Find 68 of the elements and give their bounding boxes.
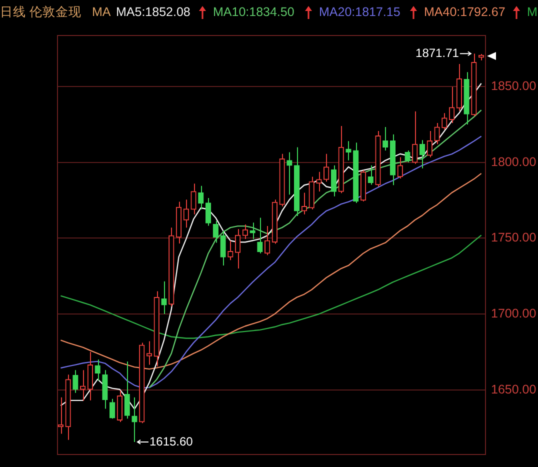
candlestick [102, 370, 108, 410]
text: MA5:1852.08 [116, 5, 190, 20]
candlestick [176, 201, 182, 244]
candlestick [434, 122, 440, 145]
candlestick [308, 176, 314, 210]
candlestick [87, 351, 94, 401]
candlestick [448, 86, 455, 124]
candlestick [338, 125, 344, 194]
y-tick-label: 1750.00 [491, 230, 536, 245]
candlestick [346, 140, 352, 161]
candlestick [72, 370, 78, 394]
candlestick [154, 290, 160, 367]
candlestick [426, 130, 432, 158]
text: MA40:1792.67 [424, 5, 506, 20]
y-tick-label: 1700.00 [491, 306, 536, 320]
candlestick [272, 199, 278, 244]
candlestick [368, 164, 374, 186]
candlestick [146, 340, 152, 366]
candlestick [412, 110, 418, 164]
candlestick [316, 171, 322, 192]
candlestick [132, 396, 138, 442]
y-tick-label: 1650.00 [491, 382, 536, 396]
candlestick [257, 217, 263, 254]
candlestick [65, 374, 71, 440]
candlestick [382, 126, 388, 152]
candlestick [124, 360, 130, 420]
annotation: 1871.71 [416, 46, 460, 60]
candlestick [353, 142, 359, 204]
y-tick-label: 1800.00 [491, 154, 536, 169]
candlestick [442, 112, 448, 130]
text: MA20:1817.15 [319, 5, 400, 20]
candlestick [110, 398, 116, 420]
candlestick [390, 134, 396, 186]
candlestick [419, 140, 426, 169]
candlestick [330, 164, 337, 197]
candlestick [242, 224, 248, 240]
candlestick [190, 183, 196, 215]
candlestick [286, 152, 292, 196]
candlestick [205, 198, 212, 226]
candlestick [228, 240, 234, 261]
candlestick [279, 153, 285, 207]
candlestick [198, 185, 204, 210]
candlestick [183, 199, 189, 228]
candlestick [294, 146, 300, 217]
y-tick-label: 1850.00 [491, 79, 536, 94]
candlestick [234, 228, 241, 270]
candlestick [324, 153, 330, 182]
candlestick [168, 227, 174, 307]
legend-title: MA [92, 5, 111, 20]
candlestick [456, 63, 462, 112]
text: M [527, 5, 538, 20]
candlestick [80, 370, 86, 402]
candlestick [404, 150, 410, 163]
annotation: 1615.60 [149, 434, 194, 448]
candlestick [375, 130, 381, 188]
candlestick [464, 72, 470, 125]
candlestick [94, 358, 100, 382]
candlestick [264, 226, 270, 256]
candlestick [116, 390, 123, 422]
candlestick [397, 156, 403, 179]
candlestick [161, 280, 167, 314]
candlestick [478, 53, 484, 61]
candlestick [360, 170, 366, 202]
candlestick [471, 53, 477, 117]
text: MA10:1834.50 [213, 5, 294, 20]
chart-title: 日线 伦敦金现 [0, 5, 82, 20]
candlestick [220, 230, 226, 266]
candlestick [212, 220, 218, 244]
